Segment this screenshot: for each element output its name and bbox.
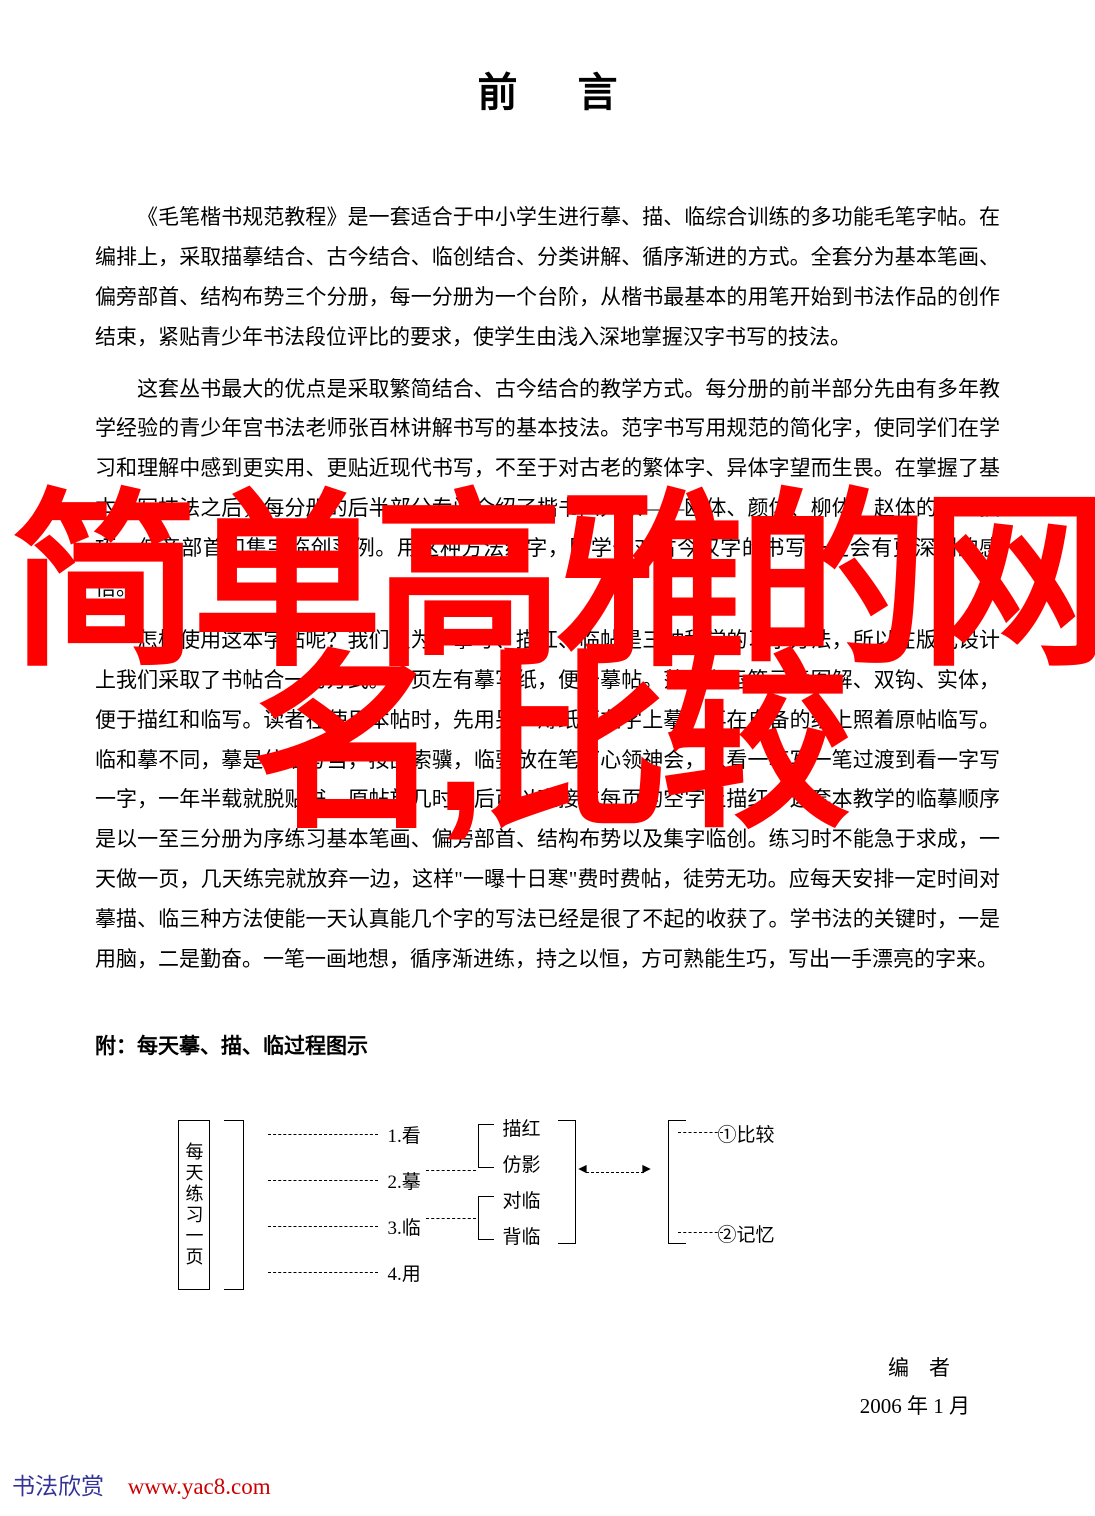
diagram-steps: 1.看 2.摹 3.临 4.用	[268, 1112, 421, 1296]
bidirectional-arrow	[586, 1172, 644, 1173]
diagram-left-box: 每天练习一页	[178, 1120, 210, 1290]
right-label-1: ①比较	[718, 1120, 775, 1147]
step-2: 2.摹	[388, 1167, 421, 1194]
step-3: 3.临	[388, 1213, 421, 1240]
page-footer: 书法欣赏 www.yac8.com	[12, 1467, 271, 1501]
footer-url: www.yac8.com	[128, 1474, 271, 1499]
mid-label-1: 描红	[503, 1114, 541, 1141]
right-label-2: ②记忆	[718, 1220, 775, 1247]
mid-connector-1	[426, 1170, 476, 1171]
mid-label-2: 仿影	[503, 1150, 541, 1177]
step-1: 1.看	[388, 1121, 421, 1148]
right-connector-2	[678, 1232, 723, 1233]
document-page: 前言 《毛笔楷书规范教程》是一套适合于中小学生进行摹、描、临综合训练的多功能毛笔…	[0, 0, 1095, 1466]
mid-connector-2	[426, 1218, 476, 1219]
mid-label-4: 背临	[503, 1222, 541, 1249]
author-label: 编者	[95, 1350, 970, 1388]
mid-bracket-2	[478, 1196, 494, 1240]
signature-block: 编者 2006 年 1 月	[95, 1350, 1000, 1426]
paragraph-2: 这套丛书最大的优点是采取繁简结合、古今结合的教学方式。每分册的前半部分先由有多年…	[95, 370, 1000, 609]
mid-bracket-1	[478, 1124, 494, 1168]
right-connector-1	[678, 1132, 723, 1133]
step-4: 4.用	[388, 1259, 421, 1286]
page-title: 前言	[95, 60, 1000, 118]
footer-site-name: 书法欣赏	[12, 1474, 104, 1499]
appendix-heading: 附：每天摹、描、临过程图示	[95, 1030, 1000, 1060]
bracket-left	[224, 1120, 244, 1290]
process-diagram: 每天练习一页 1.看 2.摹 3.临 4.用 描红 仿影 对临 背临 ①比较 ②…	[168, 1100, 928, 1320]
paragraph-3: 怎样使用这本字帖呢？我们认为，摹写、描红、临帖是三种科学的习字方法，所以在版式设…	[95, 621, 1000, 980]
mid-label-3: 对临	[503, 1186, 541, 1213]
right-bracket-2	[668, 1120, 686, 1244]
paragraph-1: 《毛笔楷书规范教程》是一套适合于中小学生进行摹、描、临综合训练的多功能毛笔字帖。…	[95, 198, 1000, 358]
signature-date: 2006 年 1 月	[95, 1388, 970, 1426]
right-bracket-1	[558, 1120, 576, 1244]
